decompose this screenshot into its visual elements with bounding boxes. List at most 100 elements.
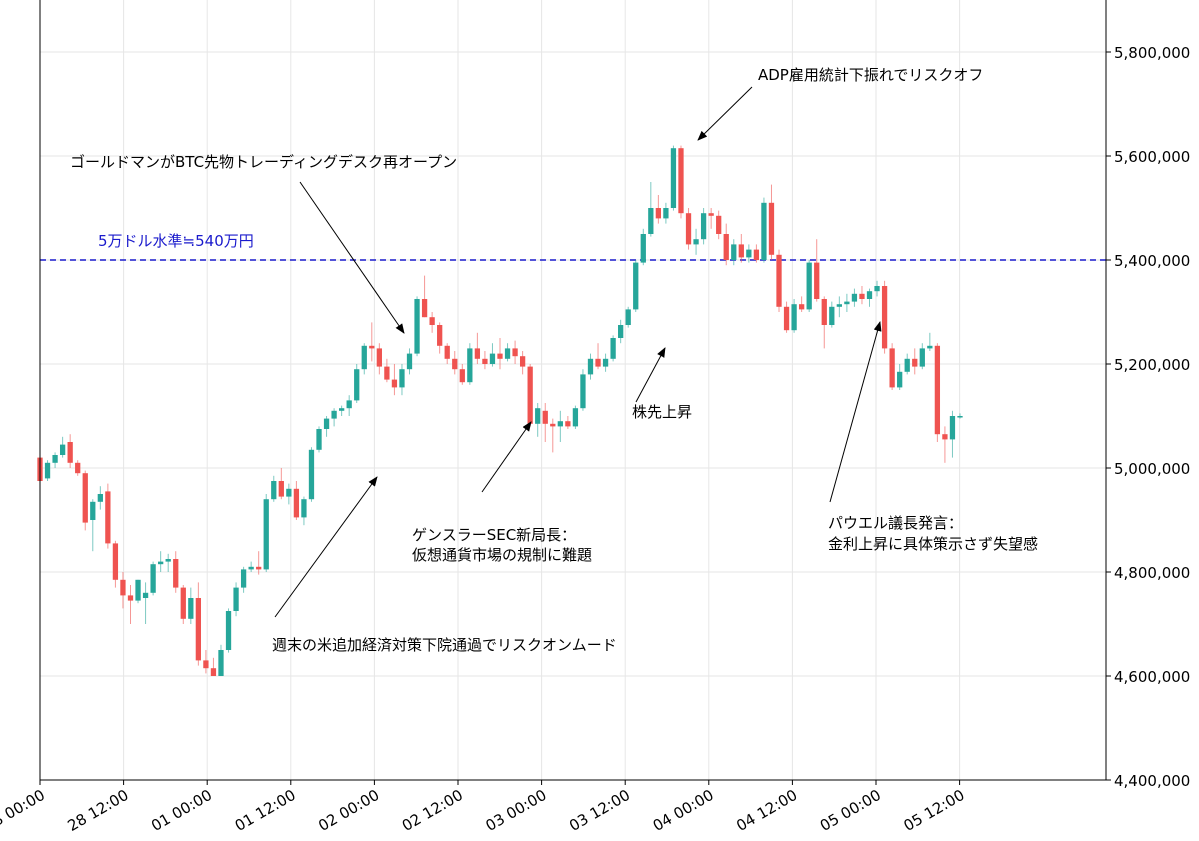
- candle-body: [738, 244, 744, 258]
- candle-body: [188, 598, 194, 619]
- candle-body: [776, 254, 782, 307]
- candle-body: [240, 569, 247, 588]
- candle-body: [731, 244, 737, 260]
- candle-body: [519, 356, 526, 367]
- candle-body: [165, 559, 171, 562]
- candle-body: [44, 462, 51, 479]
- candle-body: [919, 348, 925, 367]
- candle-body: [866, 291, 873, 299]
- candle-body: [565, 421, 571, 427]
- candle-body: [52, 455, 58, 463]
- candle-body: [806, 262, 812, 310]
- candle-body: [489, 353, 496, 364]
- annotation-stocks: 株先上昇: [632, 403, 692, 421]
- candle-body: [889, 348, 895, 388]
- candle-body: [648, 208, 654, 234]
- candle-body: [512, 348, 518, 357]
- candle-body: [97, 494, 103, 502]
- candle-body: [233, 587, 239, 611]
- candle-body: [339, 408, 345, 411]
- y-tick-label: 4,800,000: [1114, 564, 1190, 582]
- candle-body: [316, 429, 322, 450]
- candle-body: [195, 598, 201, 661]
- annotation-gensler-line1: ゲンスラーSEC新局長：: [412, 526, 576, 544]
- x-tick-label: 01 12:00: [232, 786, 299, 835]
- x-tick-label: 03 00:00: [482, 786, 549, 835]
- annotation-powell-line1: パウエル議長発言：: [828, 514, 963, 532]
- candle-body: [127, 595, 134, 601]
- candle-body: [753, 249, 760, 260]
- candle-body: [361, 345, 367, 370]
- candle-body: [595, 358, 601, 367]
- candle-body: [527, 366, 533, 424]
- candle-body: [580, 374, 586, 409]
- candle-body: [391, 379, 398, 388]
- candle-body: [399, 369, 405, 388]
- candle-body: [82, 473, 88, 523]
- x-tick-label: 04 00:00: [650, 786, 717, 835]
- candle-body: [225, 611, 232, 650]
- candle-body: [874, 286, 880, 292]
- annotation-powell-line2: 金利上昇に具体策示さず失望感: [828, 535, 1038, 553]
- candle-body: [346, 400, 352, 409]
- candle-body: [293, 488, 300, 518]
- x-tick-label: 05 12:00: [900, 786, 967, 835]
- candle-body: [429, 317, 435, 325]
- candle-body: [844, 301, 850, 305]
- candle-body: [323, 418, 330, 429]
- x-tick-label: 03 12:00: [566, 786, 633, 835]
- candle-body: [663, 208, 669, 219]
- candle-body: [799, 304, 805, 310]
- y-tick-label: 5,000,000: [1114, 460, 1190, 478]
- reference-line-group: 5万ドル水準≒540万円: [40, 232, 1106, 261]
- candle-body: [301, 499, 307, 518]
- annotations: ADP雇用統計下振れでリスクオフ ゴールドマンがBTC先物トレーディングデスク再…: [70, 66, 1038, 654]
- candle-body: [610, 338, 616, 359]
- candle-body: [150, 564, 156, 593]
- candle-body: [859, 293, 865, 299]
- annotation-gensler-arrow: [481, 421, 532, 493]
- candle-body: [670, 148, 677, 208]
- candle-body: [286, 488, 292, 497]
- candle-body: [542, 410, 548, 424]
- annotation-powell-arrow: [829, 321, 882, 503]
- candle-body: [67, 442, 73, 463]
- candle-body: [504, 348, 511, 359]
- candle-body: [927, 345, 933, 349]
- y-tick-label: 5,400,000: [1114, 252, 1190, 270]
- candle-body: [406, 353, 413, 370]
- candle-body: [685, 213, 692, 245]
- x-tick-label: 01 00:00: [148, 786, 215, 835]
- candle-body: [173, 559, 179, 588]
- annotation-adp-arrow: [697, 86, 753, 141]
- candle-body: [829, 306, 835, 325]
- candle-body: [633, 262, 639, 310]
- candle-body: [474, 348, 481, 359]
- candle-body: [467, 348, 473, 383]
- annotation-adp: ADP雇用統計下振れでリスクオフ: [758, 66, 983, 84]
- candle-body: [112, 543, 119, 580]
- candle-body: [693, 239, 699, 245]
- axes: [39, 0, 1107, 781]
- candle-body: [452, 358, 458, 370]
- candle-body: [256, 566, 262, 570]
- y-axis-ticks: 4,400,000 4,600,000 4,800,000 5,000,000 5,20…: [1106, 44, 1190, 790]
- candle-body: [723, 234, 729, 260]
- candle-body: [354, 369, 360, 401]
- candle-body: [934, 345, 941, 435]
- y-tick-label: 5,800,000: [1114, 44, 1190, 62]
- x-tick-label: 02 00:00: [315, 786, 382, 835]
- annotation-goldman-arrow: [299, 181, 405, 334]
- annotation-stimulus: 週末の米追加経済対策下院通過でリスクオンムード: [272, 636, 617, 654]
- annotation-goldman: ゴールドマンがBTC先物トレーディングデスク再オープン: [70, 153, 457, 171]
- candle-body: [263, 499, 269, 570]
- candle-body: [881, 286, 888, 349]
- candle-body: [158, 561, 164, 565]
- candle-body: [814, 262, 820, 299]
- candle-body: [384, 366, 390, 380]
- x-tick-label: 04 12:00: [733, 786, 800, 835]
- candle-body: [210, 668, 217, 676]
- candle-body: [761, 202, 767, 260]
- candle-body: [949, 416, 956, 440]
